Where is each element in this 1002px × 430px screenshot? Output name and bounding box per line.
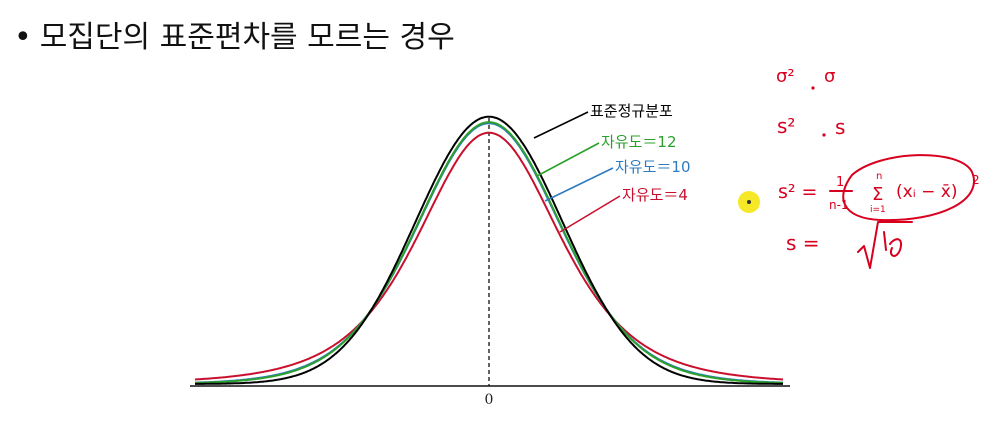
curve-df12 [195, 121, 783, 384]
formula-lhs: s² = [778, 181, 817, 203]
note-dot-1 [811, 86, 815, 90]
slide-title: • 모집단의 표준편차를 모르는 경우 [14, 12, 455, 56]
sd-lhs: s = [786, 231, 820, 255]
title-bullet: • [14, 20, 32, 55]
note-sigma-squared: σ² [776, 66, 795, 87]
formula-frac-num: 1 [836, 175, 844, 190]
leader-df12 [536, 142, 600, 177]
sqrt-inner-scribble [883, 231, 902, 257]
leader-lines [533, 111, 621, 233]
curve-df4 [194, 131, 784, 381]
curve-standard-normal [195, 115, 783, 385]
label-df4: 자유도＝4 [622, 186, 688, 204]
note-sigma: σ [824, 66, 835, 87]
curves-group [194, 115, 784, 385]
label-df12: 자유도＝12 [601, 133, 677, 151]
formula-sum-bottom: i=1 [870, 205, 886, 215]
formula-body: (xᵢ − x̄) [896, 182, 957, 202]
note-s-squared: s² [777, 114, 795, 138]
formula-sum: Σ [872, 184, 883, 205]
label-standard-normal: 표준정규분포 [590, 102, 673, 120]
highlight-dot-center [747, 200, 751, 204]
formula-circle-loop [842, 154, 975, 222]
note-s: s [835, 115, 845, 139]
sqrt-symbol [857, 221, 913, 269]
title-text: 모집단의 표준편차를 모르는 경우 [39, 20, 455, 55]
note-dot-2 [822, 133, 826, 137]
x-tick-label-zero: 0 [485, 392, 494, 408]
label-df10: 자유도＝10 [615, 158, 691, 176]
formula-sum-top: n [876, 171, 882, 182]
leader-df10 [544, 167, 614, 202]
handwritten-notes: σ² σ s² s s² = 1 n-1 n Σ i=1 (xᵢ − x̄) 2… [738, 66, 980, 269]
formula-exponent: 2 [972, 173, 980, 187]
leader-df4 [559, 195, 621, 233]
leader-standard-normal [533, 111, 589, 139]
